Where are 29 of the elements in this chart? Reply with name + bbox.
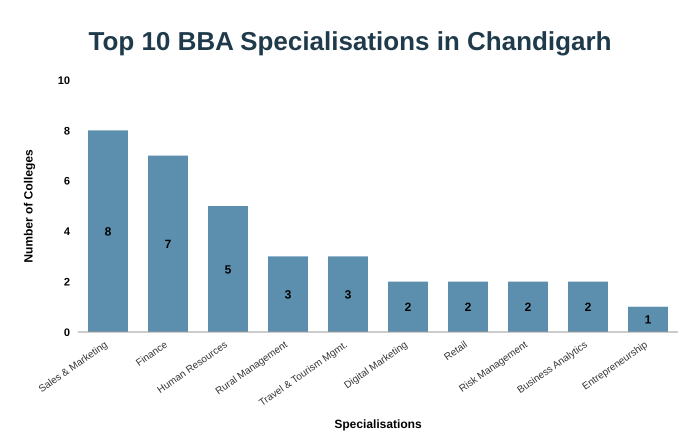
data-label: 5 [224,262,232,276]
y-tick-label: 10 [58,74,70,87]
bar [268,256,308,332]
chart-title: Top 10 BBA Specialisations in Chandigarh [88,25,612,58]
bar [148,156,188,332]
data-label: 2 [524,300,532,314]
data-label: 7 [164,237,172,252]
data-label: 2 [584,300,592,314]
y-tick-label: 6 [64,176,70,188]
y-tick-label: 0 [64,326,70,339]
data-label: 3 [344,287,352,302]
data-label: 2 [464,300,472,314]
y-axis-title: Number of Colleges [21,149,36,263]
bar [508,282,548,332]
bar [628,306,668,332]
bar [208,206,248,332]
data-label: 3 [284,287,292,302]
bar [328,256,368,332]
data-label: 1 [644,312,652,327]
x-axis-title: Specialisations [334,417,422,431]
bar [88,130,128,332]
y-tick-label: 4 [64,226,71,238]
data-label: 2 [404,300,412,314]
bar [388,282,428,332]
bar [568,282,608,332]
data-label: 8 [104,224,112,238]
y-tick-label: 2 [64,276,70,289]
bar [448,282,488,332]
y-tick-label: 8 [64,125,70,138]
